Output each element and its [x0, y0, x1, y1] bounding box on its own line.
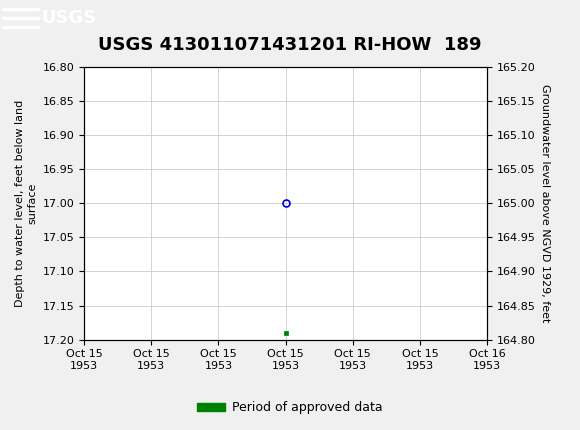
Text: USGS: USGS [42, 9, 97, 27]
Y-axis label: Groundwater level above NGVD 1929, feet: Groundwater level above NGVD 1929, feet [539, 84, 550, 322]
Legend: Period of approved data: Period of approved data [192, 396, 388, 419]
Y-axis label: Depth to water level, feet below land
surface: Depth to water level, feet below land su… [15, 100, 37, 307]
Text: USGS 413011071431201 RI-HOW  189: USGS 413011071431201 RI-HOW 189 [98, 36, 482, 54]
